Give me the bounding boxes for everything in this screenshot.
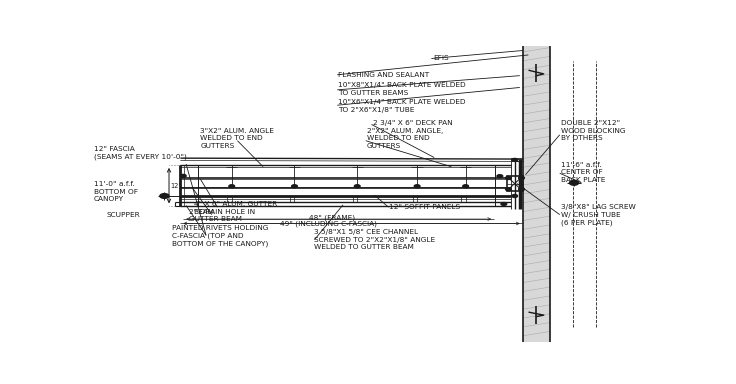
- Text: 2 3/4" X 6" DECK PAN: 2 3/4" X 6" DECK PAN: [372, 120, 452, 126]
- Circle shape: [355, 185, 360, 188]
- Text: 10"X6"X1/4" BACK PLATE WELDED
TO 2"X6"X1/8" TUBE: 10"X6"X1/4" BACK PLATE WELDED TO 2"X6"X1…: [339, 99, 466, 113]
- Text: 12" FASCIA
(SEAMS AT EVERY 10'-0"): 12" FASCIA (SEAMS AT EVERY 10'-0"): [93, 146, 187, 159]
- Circle shape: [497, 175, 503, 178]
- Text: PAINTED RIVETS HOLDING
C-FASCIA (TOP AND
BOTTOM OF THE CANOPY): PAINTED RIVETS HOLDING C-FASCIA (TOP AND…: [171, 225, 268, 247]
- Text: 3 5/8"X1 5/8" CEE CHANNEL
SCREWED TO 2"X2"X1/8" ANGLE
WELDED TO GUTTER BEAM: 3 5/8"X1 5/8" CEE CHANNEL SCREWED TO 2"X…: [314, 229, 436, 250]
- Circle shape: [160, 194, 169, 199]
- Text: 2" DRAIN HOLE IN
GUTTER BEAM: 2" DRAIN HOLE IN GUTTER BEAM: [189, 209, 255, 222]
- Circle shape: [414, 185, 420, 188]
- Circle shape: [519, 177, 524, 179]
- Text: SCUPPER: SCUPPER: [106, 212, 140, 218]
- Text: 11'-0" a.f.f.
BOTTOM OF
CANOPY: 11'-0" a.f.f. BOTTOM OF CANOPY: [93, 181, 138, 202]
- Circle shape: [512, 195, 517, 197]
- Circle shape: [570, 180, 578, 185]
- Text: 3/8"X8" LAG SCREW
W/ CRUSH TUBE
(6 PER PLATE): 3/8"X8" LAG SCREW W/ CRUSH TUBE (6 PER P…: [561, 204, 636, 226]
- Circle shape: [506, 188, 512, 191]
- Text: 12" SOFFIT PANELS: 12" SOFFIT PANELS: [389, 204, 460, 210]
- Circle shape: [506, 177, 512, 179]
- Bar: [523, 46, 550, 342]
- Bar: [506, 176, 523, 191]
- Text: 11'-6" a.f.f.
CENTER OF
BACK PLATE: 11'-6" a.f.f. CENTER OF BACK PLATE: [561, 162, 605, 183]
- Text: 12": 12": [170, 183, 182, 189]
- Text: 10"X8"X1/4" BACK PLATE WELDED
TO GUTTER BEAMS: 10"X8"X1/4" BACK PLATE WELDED TO GUTTER …: [339, 82, 466, 96]
- Text: 48" (FRAME): 48" (FRAME): [308, 214, 355, 221]
- Circle shape: [180, 174, 186, 177]
- Circle shape: [463, 185, 468, 188]
- Circle shape: [512, 159, 517, 161]
- Text: 4" X 6" ALUM. GUTTER
BEAM: 4" X 6" ALUM. GUTTER BEAM: [194, 201, 277, 215]
- Text: FLASHING AND SEALANT: FLASHING AND SEALANT: [339, 72, 430, 78]
- Circle shape: [501, 202, 506, 205]
- Text: 49" (INCLUDING C-FASCIA): 49" (INCLUDING C-FASCIA): [280, 221, 378, 227]
- Circle shape: [229, 185, 235, 188]
- Circle shape: [291, 185, 297, 188]
- Text: 3"X2" ALUM. ANGLE
WELDED TO END
GUTTERS: 3"X2" ALUM. ANGLE WELDED TO END GUTTERS: [200, 128, 275, 149]
- Text: 2"X2" ALUM. ANGLE,
WELDED TO END
GUTTERS: 2"X2" ALUM. ANGLE, WELDED TO END GUTTERS: [367, 128, 443, 149]
- Text: DOUBLE 2"X12"
WOOD BLOCKING
BY OTHERS: DOUBLE 2"X12" WOOD BLOCKING BY OTHERS: [561, 121, 626, 141]
- Text: EFIS: EFIS: [433, 56, 449, 61]
- Circle shape: [519, 188, 524, 191]
